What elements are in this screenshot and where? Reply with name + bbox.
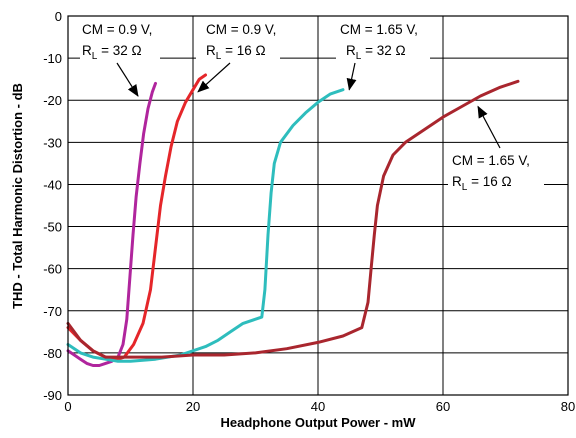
annotation-cm165-32: CM = 1.65 V, RL = 32 Ω bbox=[336, 18, 430, 91]
y-tick-label: 0 bbox=[55, 9, 62, 24]
annotation-arrow bbox=[346, 62, 357, 91]
annotation-cm165-16: CM = 1.65 V, RL = 16 Ω bbox=[448, 105, 544, 194]
annotation-text-line1: CM = 0.9 V, bbox=[206, 22, 276, 37]
annotation-text-line2: RL = 32 Ω bbox=[82, 43, 142, 62]
x-tick-label: 20 bbox=[186, 399, 200, 414]
annotation-text-line2: RL = 16 Ω bbox=[452, 174, 512, 193]
annotation-text-line2: RL = 32 Ω bbox=[346, 43, 406, 62]
plot-border bbox=[67, 15, 569, 396]
series-group bbox=[66, 73, 520, 367]
annotation-cm09-16: CM = 0.9 V, RL = 16 Ω bbox=[196, 18, 280, 93]
y-axis-title: THD - Total Harmonic Distortion - dB bbox=[10, 83, 25, 309]
x-tick-label: 60 bbox=[436, 399, 450, 414]
series-line bbox=[66, 81, 157, 367]
x-axis-title: Headphone Output Power - mW bbox=[221, 415, 417, 430]
y-tick-label: -90 bbox=[43, 388, 62, 403]
plot-frame bbox=[67, 15, 569, 396]
y-tick-label: -20 bbox=[43, 93, 62, 108]
x-tick-label: 80 bbox=[561, 399, 575, 414]
annotation-arrow bbox=[477, 105, 501, 149]
series-line bbox=[66, 73, 207, 361]
y-tick-label: -50 bbox=[43, 220, 62, 235]
annotation-cm09-32: CM = 0.9 V, RL = 32 Ω bbox=[80, 18, 160, 97]
grid bbox=[68, 16, 568, 395]
annotation-arrow bbox=[116, 62, 139, 97]
series-line bbox=[66, 79, 520, 359]
tick-labels: 0 20 40 60 80 0 -10 -20 -30 -40 -50 -60 -70 -80 -90 bbox=[43, 9, 575, 414]
annotation-arrow bbox=[197, 62, 231, 93]
series-line bbox=[66, 88, 345, 363]
annotation-text-line1: CM = 1.65 V, bbox=[340, 22, 418, 37]
x-tick-label: 0 bbox=[64, 399, 71, 414]
annotation-text-line1: CM = 1.65 V, bbox=[452, 153, 530, 168]
y-tick-label: -70 bbox=[43, 304, 62, 319]
y-tick-label: -30 bbox=[43, 135, 62, 150]
y-tick-label: -60 bbox=[43, 262, 62, 277]
annotation-text-line1: CM = 0.9 V, bbox=[82, 22, 152, 37]
y-tick-label: -40 bbox=[43, 177, 62, 192]
y-tick-label: -80 bbox=[43, 346, 62, 361]
x-tick-label: 40 bbox=[311, 399, 325, 414]
annotation-text-line2: RL = 16 Ω bbox=[206, 43, 266, 62]
y-tick-label: -10 bbox=[43, 51, 62, 66]
